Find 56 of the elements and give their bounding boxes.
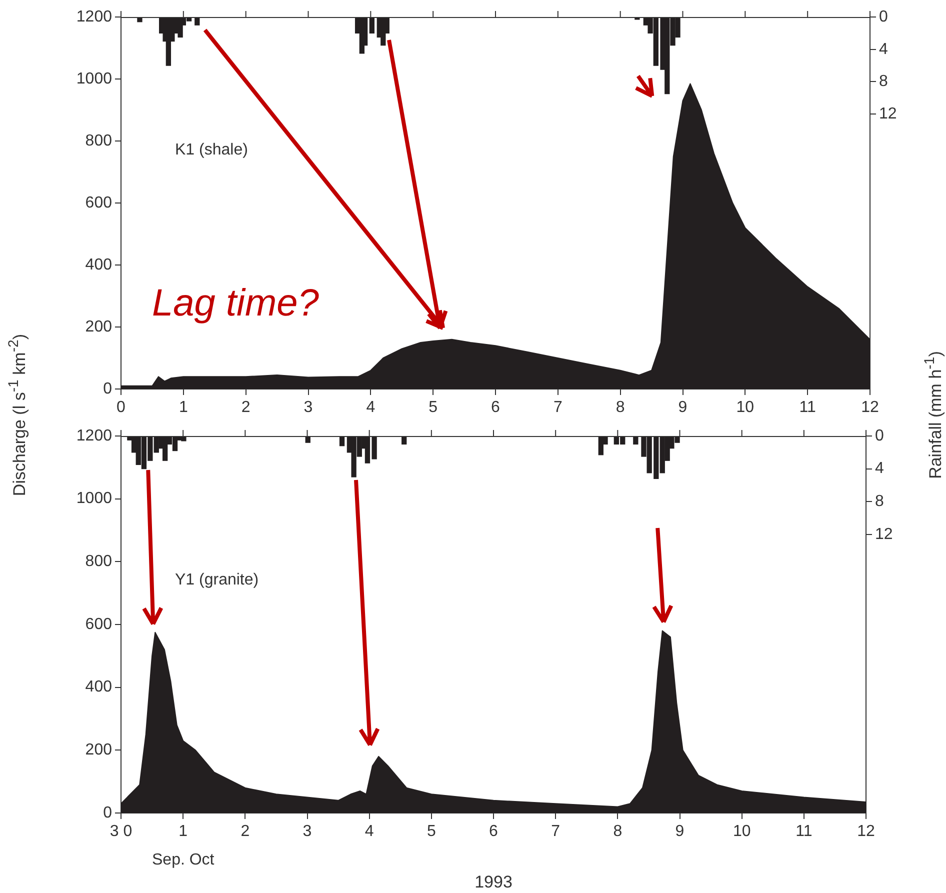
y-tick-label: 200 — [85, 318, 112, 336]
x-tick-label: 6 — [489, 823, 498, 840]
x-tick-label: 2 — [240, 823, 250, 840]
y-tick-label: 800 — [85, 132, 112, 150]
y2-tick-label: 0 — [879, 8, 888, 26]
annotation: Y1 (granite) — [175, 571, 259, 588]
y2-tick-label: 4 — [879, 40, 888, 58]
bar — [162, 436, 168, 461]
y-tick-label: 600 — [85, 194, 112, 212]
x-tick-label: 4 — [364, 823, 374, 840]
y-tick-label: 800 — [85, 553, 112, 570]
y-tick-label: 600 — [85, 616, 112, 633]
x-tick-label: 4 — [366, 399, 376, 416]
y-tick-label: 200 — [85, 742, 112, 759]
y-tick-label: 0 — [103, 380, 112, 398]
x-tick-label: 11 — [796, 823, 812, 840]
y-tick-label: 1000 — [76, 70, 112, 88]
x-tick-label: 3 — [304, 399, 313, 416]
y-tick-label: 400 — [85, 256, 112, 274]
x-tick-label: 8 — [616, 399, 625, 416]
x-tick-label: 5 — [426, 823, 436, 840]
x-tick-label: 6 — [491, 399, 500, 416]
x-tick-label: 3 0 — [110, 823, 132, 840]
x-axis-title: 1993 — [474, 872, 512, 892]
x-tick-label: 0 — [116, 399, 126, 416]
x-tick-label: 5 — [428, 399, 438, 416]
annotation: K1 (shale) — [175, 141, 248, 158]
x-tick-label: 10 — [736, 399, 754, 416]
y2-tick-label: 0 — [875, 427, 884, 444]
y2-tick-label: 12 — [879, 105, 897, 122]
x-tick-label: 10 — [732, 823, 751, 840]
bar — [633, 436, 638, 445]
annotation: Lag time? — [152, 282, 320, 325]
x-tick-label: 1 — [178, 399, 188, 416]
x-tick-label: 12 — [857, 823, 875, 840]
y-tick-label: 1200 — [76, 427, 112, 444]
x-tick-label: 7 — [551, 823, 560, 840]
y-tick-label: 1000 — [76, 490, 112, 508]
y-tick-label: 0 — [103, 804, 112, 822]
x-tick-label: 7 — [553, 399, 562, 416]
x-tick-label: 12 — [861, 399, 879, 416]
x-tick-label: 9 — [675, 823, 684, 840]
x-tick-label: 2 — [241, 399, 250, 416]
y2-tick-label: 4 — [875, 460, 884, 478]
x-tick-label: 1 — [178, 823, 188, 840]
text: Sep. Oct — [152, 851, 215, 868]
y2-tick-label: 12 — [875, 526, 893, 543]
x-tick-label: 11 — [799, 399, 816, 416]
x-tick-label: 8 — [613, 823, 622, 840]
y-tick-label: 1200 — [76, 8, 112, 26]
x-tick-label: 9 — [678, 399, 688, 416]
x-tick-label: 3 — [302, 823, 312, 840]
y2-tick-label: 8 — [879, 73, 888, 90]
y-tick-label: 400 — [85, 678, 112, 696]
bar — [369, 17, 374, 34]
y2-tick-label: 8 — [875, 492, 884, 510]
